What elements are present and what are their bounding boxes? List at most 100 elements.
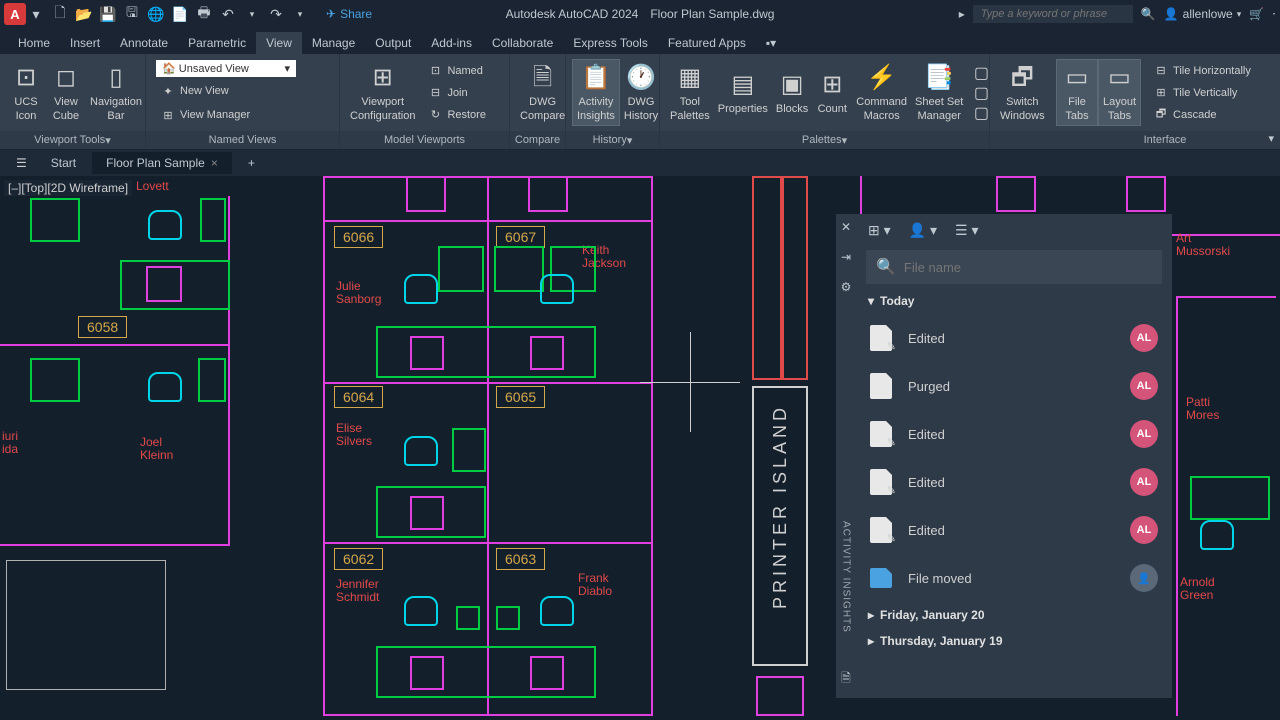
group-today[interactable]: ▾Today	[856, 288, 1172, 314]
redo-drop-icon[interactable]: ▾	[292, 6, 308, 22]
plot-icon[interactable]: 📄	[172, 6, 188, 22]
menu-featured[interactable]: Featured Apps	[658, 32, 756, 54]
blocks-button[interactable]: ▣Blocks	[772, 67, 812, 118]
room-number: 6066	[334, 226, 383, 248]
group-friday[interactable]: ▸Friday, January 20	[856, 602, 1172, 628]
count-button[interactable]: ⊞Count	[812, 67, 852, 118]
panel-gear-icon[interactable]: ⚙	[841, 280, 852, 294]
viewport-tools-label[interactable]: Viewport Tools ▾	[0, 131, 145, 149]
ucs-icon-button[interactable]: ⊡UCS Icon	[6, 60, 46, 124]
blocks-label: Blocks	[776, 103, 808, 116]
switch-windows-button[interactable]: 🗗Switch Windows	[996, 60, 1049, 124]
menu-more[interactable]: ▪▾	[756, 32, 786, 54]
navbar-button[interactable]: ▯Navigation Bar	[86, 60, 146, 124]
file-tabs-button[interactable]: ▭File Tabs	[1056, 59, 1098, 125]
tab-add-button[interactable]: +	[234, 152, 269, 174]
filename-search-input[interactable]	[904, 260, 1152, 275]
menu-insert[interactable]: Insert	[60, 32, 110, 54]
layout-tabs-button[interactable]: ▭Layout Tabs	[1098, 59, 1141, 125]
ribbon-collapse-icon[interactable]: ▾	[1268, 132, 1274, 145]
palette-mini-1-icon[interactable]: ▢	[973, 65, 989, 81]
open-icon[interactable]: 📂	[76, 6, 92, 22]
new-view-button[interactable]: ✦New View	[156, 81, 296, 101]
chair	[1200, 520, 1234, 550]
logo-dropdown-icon[interactable]: ▾	[28, 6, 44, 22]
user-filter-icon[interactable]: 👤 ▾	[909, 222, 937, 239]
app-logo[interactable]: A	[4, 3, 26, 25]
save-icon[interactable]: 💾	[100, 6, 116, 22]
menu-parametric[interactable]: Parametric	[178, 32, 256, 54]
activity-item[interactable]: Purged AL	[856, 362, 1172, 410]
redo-icon[interactable]: ↷	[268, 6, 284, 22]
chevron-right-icon: ▸	[868, 608, 874, 622]
activity-item[interactable]: ✎ Edited AL	[856, 458, 1172, 506]
user-drop-icon: ▾	[1237, 9, 1242, 20]
menu-view[interactable]: View	[256, 32, 302, 54]
panel-close-icon[interactable]: ✕	[841, 220, 851, 234]
menu-annotate[interactable]: Annotate	[110, 32, 178, 54]
undo-drop-icon[interactable]: ▾	[244, 6, 260, 22]
restore-button[interactable]: ↻Restore	[423, 105, 490, 125]
search-input[interactable]	[973, 5, 1133, 23]
macros-button[interactable]: ⚡Command Macros	[852, 60, 911, 124]
tabs-menu-icon[interactable]: ☰	[8, 152, 35, 174]
sheetset-button[interactable]: 📑Sheet Set Manager	[911, 60, 967, 124]
close-icon[interactable]: ×	[211, 156, 218, 170]
avatar: AL	[1130, 324, 1158, 352]
menu-express[interactable]: Express Tools	[563, 32, 657, 54]
menu-output[interactable]: Output	[365, 32, 421, 54]
cascade-button[interactable]: 🗗Cascade	[1149, 105, 1255, 125]
equip	[456, 606, 480, 630]
history-label[interactable]: History ▾	[566, 131, 659, 149]
panel-pin-icon[interactable]: ⇥	[841, 250, 851, 264]
menu-home[interactable]: Home	[8, 32, 60, 54]
tab-document[interactable]: Floor Plan Sample ×	[92, 152, 232, 174]
activity-item[interactable]: ✎ Edited AL	[856, 506, 1172, 554]
palettes-label[interactable]: Palettes ▾	[660, 131, 989, 149]
search-icon[interactable]: 🔍	[1141, 7, 1156, 21]
activity-item[interactable]: ✎ Edited AL	[856, 410, 1172, 458]
web-icon[interactable]: 🌐	[148, 6, 164, 22]
saveas-icon[interactable]: 🖫	[124, 6, 140, 22]
dwg-compare-button[interactable]: 🗎DWG Compare	[516, 60, 569, 124]
cart-icon[interactable]: 🛒	[1249, 7, 1264, 21]
user-badge[interactable]: 👤 allenlowe ▾	[1164, 7, 1242, 21]
menu-addins[interactable]: Add-ins	[421, 32, 482, 54]
viewport-config-button[interactable]: ⊞Viewport Configuration	[346, 60, 419, 124]
palette-mini-2-icon[interactable]: ▢	[973, 85, 989, 101]
viewport-label[interactable]: [–][Top][2D Wireframe]	[4, 180, 132, 196]
group-thursday[interactable]: ▸Thursday, January 19	[856, 628, 1172, 654]
join-button[interactable]: ⊟Join	[423, 83, 490, 103]
new-icon[interactable]: 🗋	[52, 6, 68, 22]
help-icon[interactable]: ⋅	[1272, 7, 1276, 21]
tool-palettes-button[interactable]: ▦Tool Palettes	[666, 60, 714, 124]
undo-icon[interactable]: ↶	[220, 6, 236, 22]
print-icon[interactable]: 🖶	[196, 6, 212, 22]
named-viewports-button[interactable]: ⊡Named	[423, 61, 490, 81]
avatar: AL	[1130, 372, 1158, 400]
view-manager-button[interactable]: ⊞View Manager	[156, 105, 296, 125]
tab-doc-label: Floor Plan Sample	[106, 156, 205, 170]
menu-collaborate[interactable]: Collaborate	[482, 32, 563, 54]
tile-v-button[interactable]: ⊞Tile Vertically	[1149, 83, 1255, 103]
view-dropdown[interactable]: 🏠 Unsaved View▾	[156, 60, 296, 77]
grid-view-icon[interactable]: ⊞ ▾	[868, 222, 891, 239]
activity-item[interactable]: ✎ Edited AL	[856, 314, 1172, 362]
share-button[interactable]: ✈ Share	[326, 7, 372, 21]
activity-panel: ✕ ⇥ ⚙ ACTIVITY INSIGHTS 🗎 ⊞ ▾ 👤 ▾ ☰ ▾ 🔍 …	[836, 214, 1172, 698]
person-name: iuri ida	[2, 430, 18, 456]
menu-manage[interactable]: Manage	[302, 32, 365, 54]
properties-icon: ▤	[727, 69, 759, 101]
tab-start[interactable]: Start	[37, 152, 90, 174]
viewcube-button[interactable]: ◻View Cube	[46, 60, 86, 124]
title-menu-icon[interactable]: ▸	[959, 7, 965, 21]
panel-search[interactable]: 🔍	[866, 250, 1162, 284]
palette-mini-3-icon[interactable]: ▢	[973, 105, 989, 121]
properties-button[interactable]: ▤Properties	[714, 67, 772, 118]
list-filter-icon[interactable]: ☰ ▾	[955, 222, 978, 239]
activity-insights-button[interactable]: 📋Activity Insights	[572, 59, 620, 125]
panel-export-icon[interactable]: 🗎	[841, 669, 851, 690]
tile-h-button[interactable]: ⊟Tile Horizontally	[1149, 61, 1255, 81]
dwg-history-button[interactable]: 🕐DWG History	[620, 60, 662, 124]
activity-item[interactable]: File moved 👤	[856, 554, 1172, 602]
